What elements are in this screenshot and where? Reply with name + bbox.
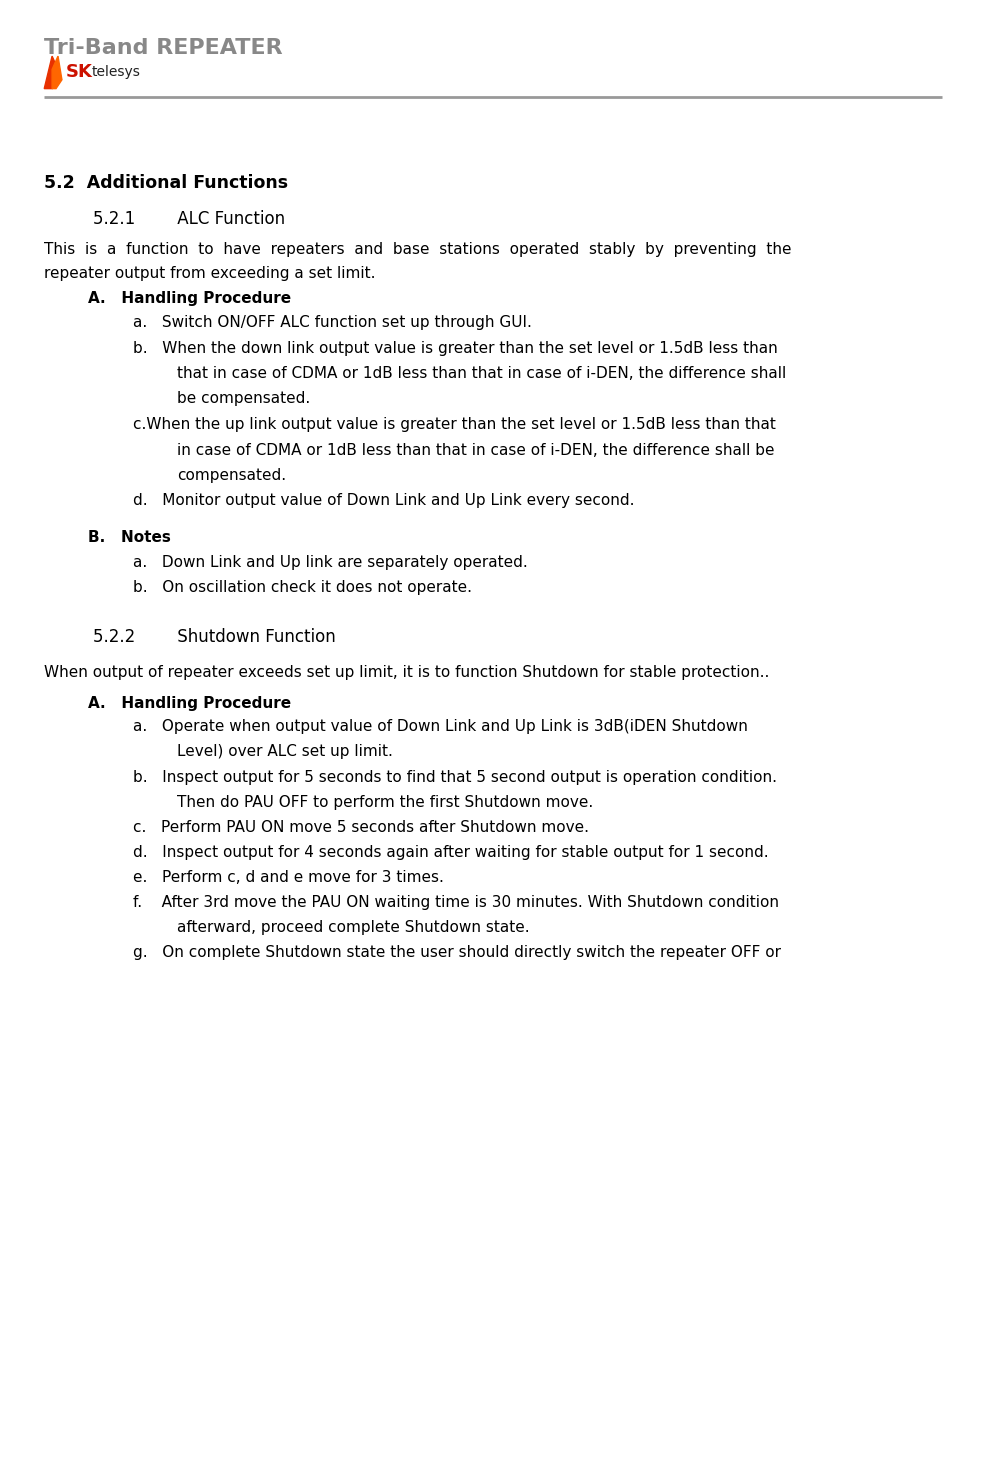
Polygon shape xyxy=(52,56,62,89)
Polygon shape xyxy=(44,56,58,89)
Text: c.When the up link output value is greater than the set level or 1.5dB less than: c.When the up link output value is great… xyxy=(133,417,776,431)
Text: Tri-Band REPEATER: Tri-Band REPEATER xyxy=(44,38,283,59)
Text: b.   When the down link output value is greater than the set level or 1.5dB less: b. When the down link output value is gr… xyxy=(133,341,778,356)
Text: afterward, proceed complete Shutdown state.: afterward, proceed complete Shutdown sta… xyxy=(177,920,530,935)
Text: d.   Inspect output for 4 seconds again after waiting for stable output for 1 se: d. Inspect output for 4 seconds again af… xyxy=(133,845,769,860)
Text: A.   Handling Procedure: A. Handling Procedure xyxy=(88,696,292,710)
Text: d.   Monitor output value of Down Link and Up Link every second.: d. Monitor output value of Down Link and… xyxy=(133,493,634,508)
Text: that in case of CDMA or 1dB less than that in case of i-DEN, the difference shal: that in case of CDMA or 1dB less than th… xyxy=(177,366,786,381)
Text: a.   Down Link and Up link are separately operated.: a. Down Link and Up link are separately … xyxy=(133,555,528,570)
Text: B.   Notes: B. Notes xyxy=(88,530,171,545)
Text: 5.2.1        ALC Function: 5.2.1 ALC Function xyxy=(93,210,285,227)
Text: This  is  a  function  to  have  repeaters  and  base  stations  operated  stabl: This is a function to have repeaters and… xyxy=(44,242,791,257)
Text: b.   On oscillation check it does not operate.: b. On oscillation check it does not oper… xyxy=(133,580,472,595)
Text: a.   Operate when output value of Down Link and Up Link is 3dB(iDEN Shutdown: a. Operate when output value of Down Lin… xyxy=(133,719,748,734)
Text: repeater output from exceeding a set limit.: repeater output from exceeding a set lim… xyxy=(44,266,376,281)
Text: When output of repeater exceeds set up limit, it is to function Shutdown for sta: When output of repeater exceeds set up l… xyxy=(44,665,770,679)
Text: SK: SK xyxy=(66,64,92,81)
Text: g.   On complete Shutdown state the user should directly switch the repeater OFF: g. On complete Shutdown state the user s… xyxy=(133,945,781,960)
Text: 5.2.2        Shutdown Function: 5.2.2 Shutdown Function xyxy=(93,628,336,645)
Text: telesys: telesys xyxy=(91,65,141,80)
Text: f.    After 3rd move the PAU ON waiting time is 30 minutes. With Shutdown condit: f. After 3rd move the PAU ON waiting tim… xyxy=(133,895,779,910)
Text: b.   Inspect output for 5 seconds to find that 5 second output is operation cond: b. Inspect output for 5 seconds to find … xyxy=(133,770,777,784)
Text: c.   Perform PAU ON move 5 seconds after Shutdown move.: c. Perform PAU ON move 5 seconds after S… xyxy=(133,820,589,835)
Text: A.   Handling Procedure: A. Handling Procedure xyxy=(88,291,292,306)
Text: in case of CDMA or 1dB less than that in case of i-DEN, the difference shall be: in case of CDMA or 1dB less than that in… xyxy=(177,443,775,458)
Text: a.   Switch ON/OFF ALC function set up through GUI.: a. Switch ON/OFF ALC function set up thr… xyxy=(133,315,532,329)
Text: e.   Perform c, d and e move for 3 times.: e. Perform c, d and e move for 3 times. xyxy=(133,870,443,885)
Text: Then do PAU OFF to perform the first Shutdown move.: Then do PAU OFF to perform the first Shu… xyxy=(177,795,593,809)
Text: compensated.: compensated. xyxy=(177,468,286,483)
Text: Level) over ALC set up limit.: Level) over ALC set up limit. xyxy=(177,744,393,759)
Text: 5.2  Additional Functions: 5.2 Additional Functions xyxy=(44,174,288,192)
Text: be compensated.: be compensated. xyxy=(177,391,311,406)
